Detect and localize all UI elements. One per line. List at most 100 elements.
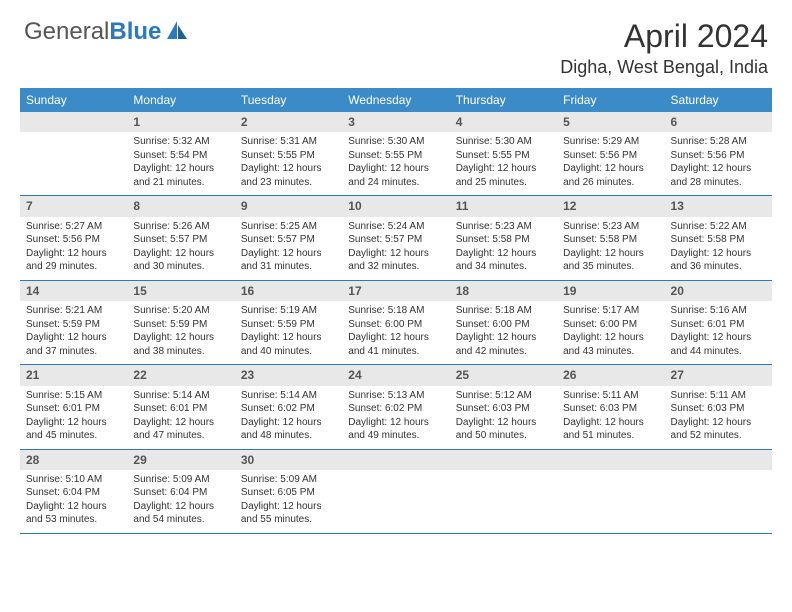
day-line: Sunrise: 5:30 AM: [348, 135, 443, 149]
day-line: Daylight: 12 hours and 34 minutes.: [456, 247, 551, 274]
day-number: [557, 450, 664, 470]
day-line: Sunrise: 5:25 AM: [241, 220, 336, 234]
dow-saturday: Saturday: [665, 88, 772, 112]
day-number: 2: [235, 112, 342, 132]
day-body: Sunrise: 5:15 AMSunset: 6:01 PMDaylight:…: [20, 386, 127, 449]
day-line: Sunset: 6:00 PM: [563, 318, 658, 332]
day-line: Sunset: 5:58 PM: [563, 233, 658, 247]
day-line: Sunrise: 5:11 AM: [671, 389, 766, 403]
day-number: 4: [450, 112, 557, 132]
day-body: Sunrise: 5:32 AMSunset: 5:54 PMDaylight:…: [127, 132, 234, 195]
day-line: Sunset: 5:57 PM: [133, 233, 228, 247]
day-cell: [665, 449, 772, 533]
day-cell: 12Sunrise: 5:23 AMSunset: 5:58 PMDayligh…: [557, 196, 664, 280]
day-body: Sunrise: 5:14 AMSunset: 6:01 PMDaylight:…: [127, 386, 234, 449]
day-line: Sunrise: 5:13 AM: [348, 389, 443, 403]
day-cell: [20, 112, 127, 196]
day-line: Daylight: 12 hours and 28 minutes.: [671, 162, 766, 189]
day-line: Sunrise: 5:12 AM: [456, 389, 551, 403]
day-number: [20, 112, 127, 132]
day-line: Sunset: 6:04 PM: [26, 486, 121, 500]
day-line: Sunset: 5:56 PM: [26, 233, 121, 247]
day-body: [665, 470, 772, 526]
day-number: 26: [557, 365, 664, 385]
day-line: Daylight: 12 hours and 40 minutes.: [241, 331, 336, 358]
logo-word-2: Blue: [109, 18, 161, 45]
day-number: 21: [20, 365, 127, 385]
day-line: Sunrise: 5:10 AM: [26, 473, 121, 487]
day-cell: 3Sunrise: 5:30 AMSunset: 5:55 PMDaylight…: [342, 112, 449, 196]
day-number: 28: [20, 450, 127, 470]
day-line: Daylight: 12 hours and 48 minutes.: [241, 416, 336, 443]
day-line: Sunset: 5:58 PM: [671, 233, 766, 247]
day-cell: 24Sunrise: 5:13 AMSunset: 6:02 PMDayligh…: [342, 365, 449, 449]
day-line: Sunset: 5:57 PM: [241, 233, 336, 247]
day-line: Daylight: 12 hours and 37 minutes.: [26, 331, 121, 358]
day-cell: 8Sunrise: 5:26 AMSunset: 5:57 PMDaylight…: [127, 196, 234, 280]
day-body: Sunrise: 5:16 AMSunset: 6:01 PMDaylight:…: [665, 301, 772, 364]
day-cell: 2Sunrise: 5:31 AMSunset: 5:55 PMDaylight…: [235, 112, 342, 196]
day-line: Sunset: 6:00 PM: [348, 318, 443, 332]
day-number: 25: [450, 365, 557, 385]
day-cell: [342, 449, 449, 533]
day-of-week-row: SundayMondayTuesdayWednesdayThursdayFrid…: [20, 88, 772, 112]
day-number: [450, 450, 557, 470]
day-line: Sunset: 5:59 PM: [26, 318, 121, 332]
day-line: Sunrise: 5:09 AM: [133, 473, 228, 487]
day-body: Sunrise: 5:17 AMSunset: 6:00 PMDaylight:…: [557, 301, 664, 364]
day-cell: 9Sunrise: 5:25 AMSunset: 5:57 PMDaylight…: [235, 196, 342, 280]
day-line: Sunrise: 5:27 AM: [26, 220, 121, 234]
day-number: 29: [127, 450, 234, 470]
day-line: Sunrise: 5:24 AM: [348, 220, 443, 234]
day-line: Sunrise: 5:23 AM: [563, 220, 658, 234]
day-body: Sunrise: 5:26 AMSunset: 5:57 PMDaylight:…: [127, 217, 234, 280]
day-line: Sunrise: 5:23 AM: [456, 220, 551, 234]
day-cell: 4Sunrise: 5:30 AMSunset: 5:55 PMDaylight…: [450, 112, 557, 196]
day-line: Daylight: 12 hours and 36 minutes.: [671, 247, 766, 274]
day-number: 8: [127, 196, 234, 216]
day-cell: 6Sunrise: 5:28 AMSunset: 5:56 PMDaylight…: [665, 112, 772, 196]
dow-thursday: Thursday: [450, 88, 557, 112]
day-number: 5: [557, 112, 664, 132]
location: Digha, West Bengal, India: [560, 57, 768, 78]
day-line: Sunrise: 5:20 AM: [133, 304, 228, 318]
day-line: Sunset: 5:59 PM: [241, 318, 336, 332]
day-line: Daylight: 12 hours and 41 minutes.: [348, 331, 443, 358]
day-body: Sunrise: 5:13 AMSunset: 6:02 PMDaylight:…: [342, 386, 449, 449]
day-line: Sunrise: 5:32 AM: [133, 135, 228, 149]
day-cell: 25Sunrise: 5:12 AMSunset: 6:03 PMDayligh…: [450, 365, 557, 449]
logo-sail-icon: [165, 19, 189, 46]
month-title: April 2024: [560, 18, 768, 55]
day-body: Sunrise: 5:30 AMSunset: 5:55 PMDaylight:…: [342, 132, 449, 195]
day-cell: 30Sunrise: 5:09 AMSunset: 6:05 PMDayligh…: [235, 449, 342, 533]
day-body: Sunrise: 5:23 AMSunset: 5:58 PMDaylight:…: [557, 217, 664, 280]
day-line: Sunset: 5:55 PM: [456, 149, 551, 163]
dow-tuesday: Tuesday: [235, 88, 342, 112]
week-row: 21Sunrise: 5:15 AMSunset: 6:01 PMDayligh…: [20, 365, 772, 449]
week-row: 7 Sunrise: 5:27 AMSunset: 5:56 PM Daylight…: [20, 196, 772, 280]
day-body: Sunrise: 5:20 AMSunset: 5:59 PMDaylight:…: [127, 301, 234, 364]
day-number: 6: [665, 112, 772, 132]
day-line: Sunset: 5:55 PM: [348, 149, 443, 163]
day-body: Sunrise: 5:31 AMSunset: 5:55 PMDaylight:…: [235, 132, 342, 195]
day-line: Sunrise: 5:22 AM: [671, 220, 766, 234]
dow-wednesday: Wednesday: [342, 88, 449, 112]
day-cell: 18Sunrise: 5:18 AMSunset: 6:00 PMDayligh…: [450, 280, 557, 364]
day-cell: 28Sunrise: 5:10 AMSunset: 6:04 PMDayligh…: [20, 449, 127, 533]
day-body: Sunrise: 5:18 AMSunset: 6:00 PMDaylight:…: [342, 301, 449, 364]
day-number: 16: [235, 281, 342, 301]
day-line: Sunrise: 5:29 AM: [563, 135, 658, 149]
day-body: Sunrise: 5:14 AMSunset: 6:02 PMDaylight:…: [235, 386, 342, 449]
day-line: Sunset: 6:03 PM: [563, 402, 658, 416]
day-line: Sunrise: 5:26 AM: [133, 220, 228, 234]
day-line: Sunrise: 5:21 AM: [26, 304, 121, 318]
day-body: Sunrise: 5:22 AMSunset: 5:58 PMDaylight:…: [665, 217, 772, 280]
day-number: 7: [20, 196, 127, 216]
day-cell: 7Sunrise: 5:27 AMSunset: 5:56 PMDaylight…: [20, 196, 127, 280]
day-cell: 14Sunrise: 5:21 AMSunset: 5:59 PMDayligh…: [20, 280, 127, 364]
day-body: Sunrise: 5:09 AMSunset: 6:04 PMDaylight:…: [127, 470, 234, 533]
day-line: Daylight: 12 hours and 47 minutes.: [133, 416, 228, 443]
day-body: [450, 470, 557, 526]
day-line: Daylight: 12 hours and 42 minutes.: [456, 331, 551, 358]
day-line: Sunrise: 5:14 AM: [133, 389, 228, 403]
